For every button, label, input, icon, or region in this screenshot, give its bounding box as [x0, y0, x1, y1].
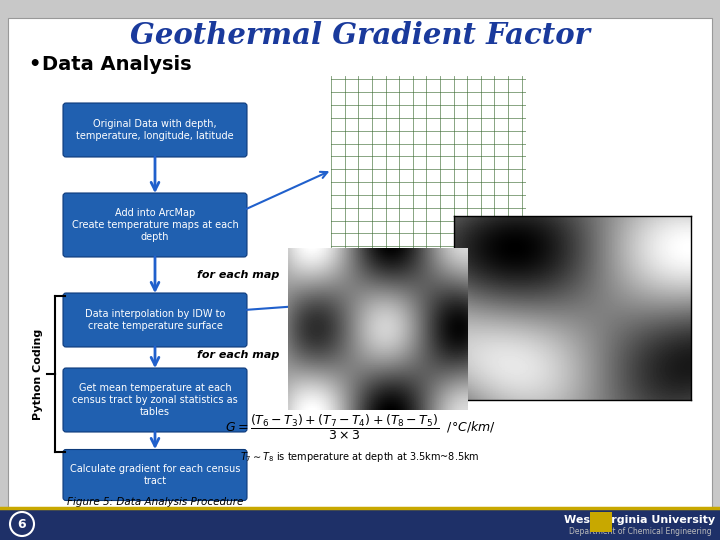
Text: Data Analysis: Data Analysis — [42, 55, 192, 73]
Text: Original Data with depth,
temperature, longitude, latitude: Original Data with depth, temperature, l… — [76, 119, 234, 141]
FancyBboxPatch shape — [63, 103, 247, 157]
Text: Figure 5: Data Analysis Procedure: Figure 5: Data Analysis Procedure — [67, 497, 243, 507]
FancyBboxPatch shape — [63, 293, 247, 347]
Text: Geothermal Gradient Factor: Geothermal Gradient Factor — [130, 21, 590, 50]
Text: West Virginia University: West Virginia University — [564, 515, 716, 525]
Text: Add into ArcMap
Create temperature maps at each
depth: Add into ArcMap Create temperature maps … — [71, 208, 238, 241]
Text: $G = \dfrac{(T_6-T_3)+(T_7-T_4)+(T_8-T_5)}{3\times3}$  $/°C/km/$: $G = \dfrac{(T_6-T_3)+(T_7-T_4)+(T_8-T_5… — [225, 413, 495, 442]
Circle shape — [10, 512, 34, 536]
Text: Department of Chemical Engineering: Department of Chemical Engineering — [569, 528, 711, 537]
Text: •: • — [28, 55, 40, 73]
FancyBboxPatch shape — [63, 193, 247, 257]
Text: for each map: for each map — [197, 270, 279, 280]
Text: Get mean temperature at each
census tract by zonal statistics as
tables: Get mean temperature at each census trac… — [72, 383, 238, 416]
Text: Calculate gradient for each census
tract: Calculate gradient for each census tract — [70, 464, 240, 486]
Text: 6: 6 — [18, 517, 27, 530]
FancyBboxPatch shape — [63, 368, 247, 432]
Text: Python Coding: Python Coding — [33, 328, 43, 420]
FancyBboxPatch shape — [590, 512, 612, 532]
Text: for each map: for each map — [197, 350, 279, 360]
Text: $T_7 \sim T_8$ is temperature at depth at 3.5km~8.5km: $T_7 \sim T_8$ is temperature at depth a… — [240, 450, 480, 464]
FancyBboxPatch shape — [8, 18, 712, 508]
FancyBboxPatch shape — [63, 449, 247, 501]
Text: Data interpolation by IDW to
create temperature surface: Data interpolation by IDW to create temp… — [85, 309, 225, 331]
FancyBboxPatch shape — [0, 508, 720, 540]
